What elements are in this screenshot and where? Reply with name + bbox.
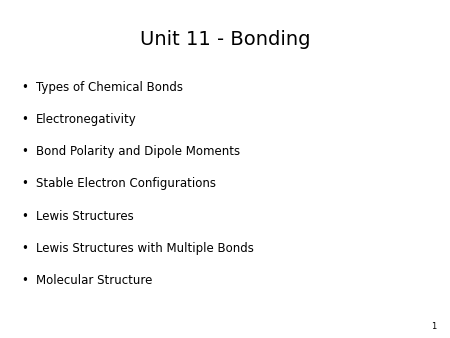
Text: •: • — [21, 177, 28, 190]
Text: Unit 11 - Bonding: Unit 11 - Bonding — [140, 30, 310, 49]
Text: •: • — [21, 242, 28, 255]
Text: Lewis Structures with Multiple Bonds: Lewis Structures with Multiple Bonds — [36, 242, 254, 255]
Text: Lewis Structures: Lewis Structures — [36, 210, 134, 222]
Text: •: • — [21, 274, 28, 287]
Text: •: • — [21, 81, 28, 94]
Text: 1: 1 — [431, 322, 436, 331]
Text: Stable Electron Configurations: Stable Electron Configurations — [36, 177, 216, 190]
Text: Molecular Structure: Molecular Structure — [36, 274, 153, 287]
Text: Electronegativity: Electronegativity — [36, 113, 137, 126]
Text: •: • — [21, 113, 28, 126]
Text: Types of Chemical Bonds: Types of Chemical Bonds — [36, 81, 183, 94]
Text: •: • — [21, 145, 28, 158]
Text: •: • — [21, 210, 28, 222]
Text: Bond Polarity and Dipole Moments: Bond Polarity and Dipole Moments — [36, 145, 240, 158]
